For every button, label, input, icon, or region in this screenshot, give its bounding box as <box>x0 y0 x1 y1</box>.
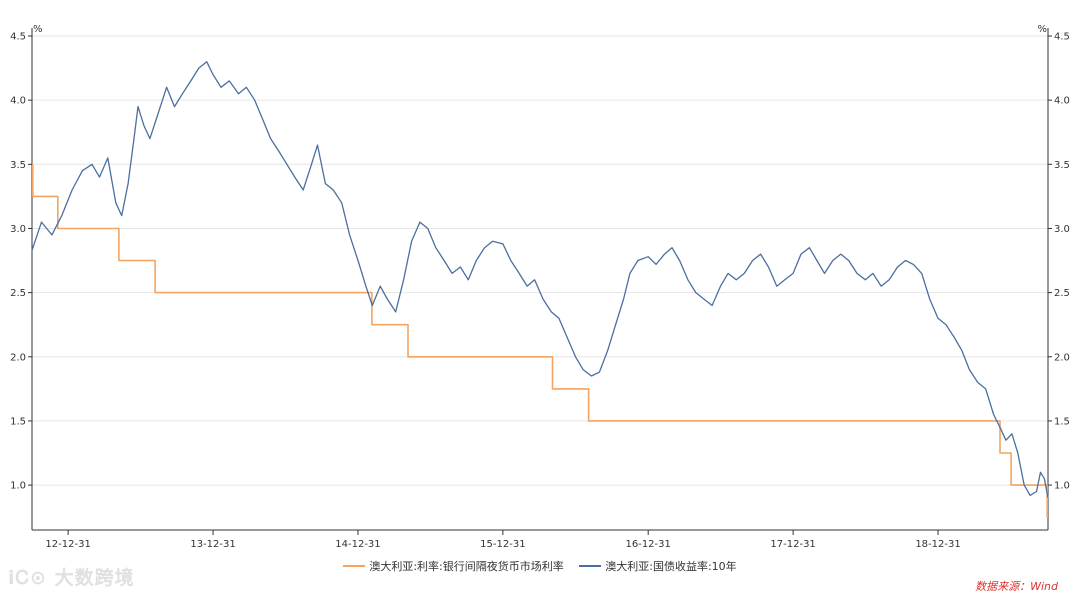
legend-item-bond-yield[interactable]: 澳大利亚:国债收益率:10年 <box>579 558 737 574</box>
y-tick-label-right: 2.5 <box>1054 288 1070 299</box>
y-unit-right: % <box>1037 24 1047 35</box>
y-tick-label-left: 3.0 <box>10 224 26 235</box>
y-tick-label-right: 4.0 <box>1054 96 1070 107</box>
x-tick-label: 18-12-31 <box>915 539 960 550</box>
legend-label-policy-rate: 澳大利亚:利率:银行间隔夜货币市场利率 <box>369 560 564 573</box>
y-tick-label-right: 3.0 <box>1054 224 1070 235</box>
tick-labels: 1.0 1.0 1.5 1.5 2.0 2.0 2.5 2.5 3.0 3.0 3.5 3.5 4.0 4… <box>10 24 1070 550</box>
legend-label-bond-yield: 澳大利亚:国债收益率:10年 <box>605 560 737 573</box>
legend-swatch-orange <box>343 565 366 567</box>
legend-item-policy-rate[interactable]: 澳大利亚:利率:银行间隔夜货币市场利率 <box>343 558 564 574</box>
grid-lines <box>32 35 1048 486</box>
y-tick-label-left: 4.0 <box>10 96 26 107</box>
y-tick-label-left: 1.0 <box>10 481 26 492</box>
series-lines <box>31 61 1049 518</box>
y-tick-label-right: 4.5 <box>1054 32 1070 43</box>
axes <box>28 28 1052 535</box>
x-tick-label: 14-12-31 <box>335 539 380 550</box>
y-tick-label-left: 2.0 <box>10 352 26 363</box>
watermark-logo: iᏟ⊙ 大数跨境 <box>8 563 135 590</box>
y-tick-label-right: 1.0 <box>1054 481 1070 492</box>
y-tick-label-left: 4.5 <box>10 32 26 43</box>
y-tick-label-right: 1.5 <box>1054 416 1070 427</box>
series-line-policy-rate <box>31 163 1048 518</box>
y-tick-label-left: 1.5 <box>10 416 26 427</box>
y-tick-label-right: 3.5 <box>1054 160 1070 171</box>
y-tick-label-left: 2.5 <box>10 288 26 299</box>
y-tick-label-left: 3.5 <box>10 160 26 171</box>
y-unit-left: % <box>33 24 43 35</box>
y-tick-label-right: 2.0 <box>1054 352 1070 363</box>
x-tick-label: 12-12-31 <box>45 539 90 550</box>
watermark-logo-icon: iᏟ⊙ <box>8 567 55 589</box>
x-tick-label: 17-12-31 <box>770 539 815 550</box>
x-tick-label: 15-12-31 <box>480 539 525 550</box>
legend: 澳大利亚:利率:银行间隔夜货币市场利率 澳大利亚:国债收益率:10年 <box>0 557 1080 574</box>
x-tick-label: 13-12-31 <box>190 539 235 550</box>
source-note: 数据来源：Wind <box>975 580 1058 593</box>
series-line-bond-yield <box>31 61 1049 499</box>
legend-swatch-blue <box>579 565 602 567</box>
x-tick-label: 16-12-31 <box>625 539 670 550</box>
watermark-text: 大数跨境 <box>54 567 135 589</box>
